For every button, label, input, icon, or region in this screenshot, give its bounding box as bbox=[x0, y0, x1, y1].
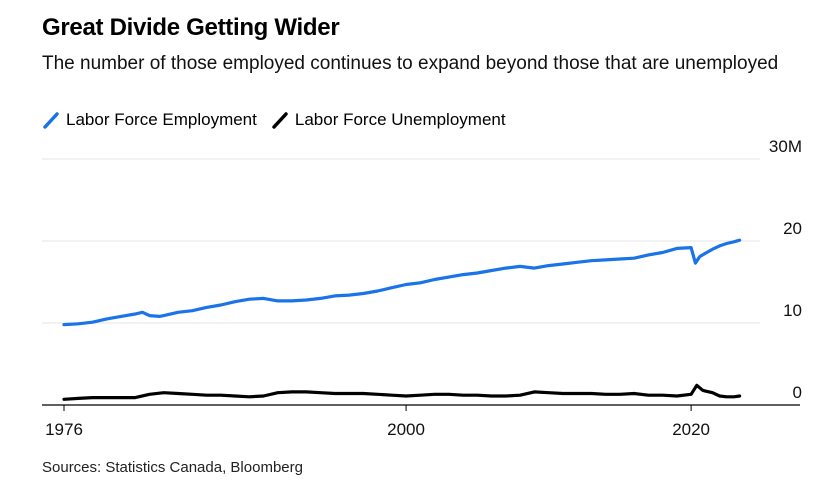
y-tick-label-3: 30M bbox=[769, 137, 802, 156]
chart-subtitle: The number of those employed continues t… bbox=[42, 53, 779, 74]
x-tick-label-1: 2000 bbox=[387, 420, 425, 439]
chart-source: Sources: Statistics Canada, Bloomberg bbox=[42, 459, 303, 476]
y-tick-label-2: 20 bbox=[783, 219, 802, 238]
x-tick-label-2: 2020 bbox=[672, 420, 710, 439]
series-line-unemployment bbox=[62, 383, 742, 401]
x-tick-label-0: 1976 bbox=[45, 420, 83, 439]
chart-title: Great Divide Getting Wider bbox=[42, 14, 340, 41]
legend-label-unemployment: Labor Force Unemployment bbox=[294, 110, 506, 129]
y-tick-label-0: 0 bbox=[793, 383, 802, 402]
y-tick-label-1: 10 bbox=[783, 301, 802, 320]
legend-item-unemployment: Labor Force Unemployment bbox=[271, 110, 506, 130]
legend-swatch-unemployment bbox=[272, 112, 288, 129]
legend: Labor Force Employment Labor Force Unemp… bbox=[42, 108, 520, 132]
legend-swatch-employment bbox=[43, 112, 59, 129]
series-line-employment bbox=[62, 238, 742, 327]
legend-label-employment: Labor Force Employment bbox=[66, 110, 257, 129]
legend-item-employment: Labor Force Employment bbox=[42, 110, 257, 130]
